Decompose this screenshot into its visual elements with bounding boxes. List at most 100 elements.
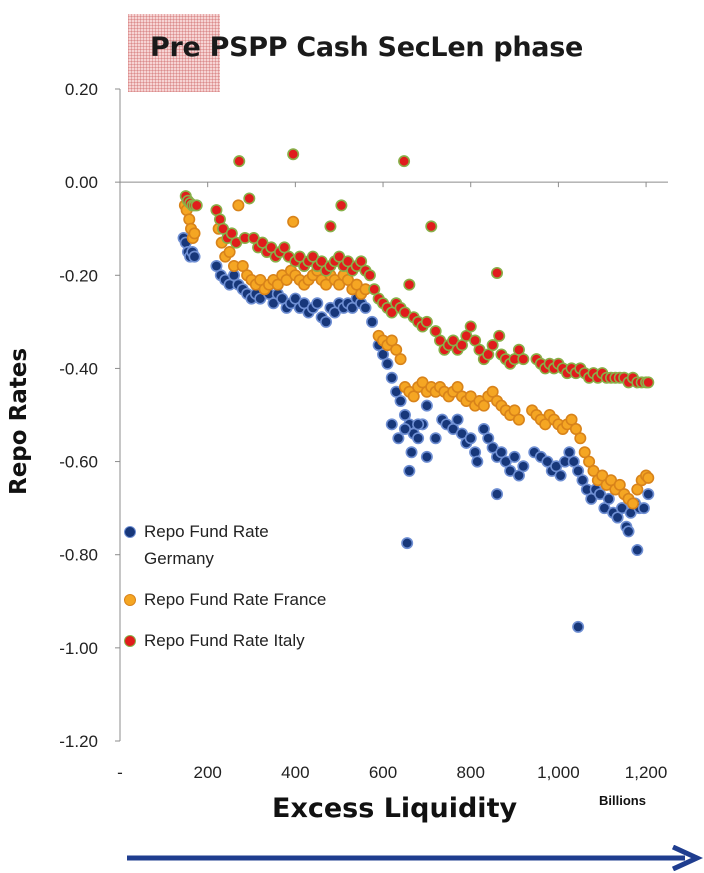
- data-point-repo-fund-rate-germany: [320, 315, 333, 328]
- data-point-repo-fund-rate-germany: [567, 455, 580, 468]
- data-point-repo-fund-rate-germany: [554, 469, 567, 482]
- data-point-repo-fund-rate-germany: [385, 418, 398, 431]
- data-point-repo-fund-rate-italy: [486, 339, 499, 352]
- data-point-repo-fund-rate-italy: [403, 278, 416, 291]
- data-point-repo-fund-rate-italy: [287, 148, 300, 161]
- chart-title: Pre PSPP Cash SecLen phase: [150, 32, 584, 63]
- data-point-repo-fund-rate-germany: [642, 488, 655, 501]
- data-point-repo-fund-rate-france: [407, 390, 420, 403]
- data-point-repo-fund-rate-france: [583, 455, 596, 468]
- y-tick-label: 0.20: [65, 80, 98, 99]
- data-point-repo-fund-rate-germany: [401, 537, 414, 550]
- y-tick-label: -0.60: [59, 453, 98, 472]
- data-point-repo-fund-rate-italy: [233, 155, 246, 168]
- y-tick-label: 0.00: [65, 173, 98, 192]
- data-point-repo-fund-rate-germany: [477, 422, 490, 435]
- data-point-repo-fund-rate-italy: [464, 320, 477, 333]
- data-point-repo-fund-rate-france: [451, 381, 464, 394]
- right-arrow-icon: [127, 845, 704, 871]
- data-point-repo-fund-rate-france: [565, 413, 578, 426]
- data-point-repo-fund-rate-france: [486, 385, 499, 398]
- x-tick-label: 800: [457, 763, 485, 782]
- x-axis-label: Excess Liquidity: [272, 793, 518, 824]
- data-point-repo-fund-rate-germany: [398, 422, 411, 435]
- y-tick-label: -1.00: [59, 639, 98, 658]
- data-point-repo-fund-rate-germany: [381, 357, 394, 370]
- x-tick-label: 1,200: [625, 763, 668, 782]
- x-tick-label: 600: [369, 763, 397, 782]
- data-point-repo-fund-rate-italy: [455, 339, 468, 352]
- data-point-repo-fund-rate-italy: [278, 241, 291, 254]
- data-point-repo-fund-rate-france: [626, 497, 639, 510]
- data-point-repo-fund-rate-italy: [420, 315, 433, 328]
- legend: Repo Fund Rate Germany Repo Fund Rate Fr…: [124, 518, 374, 668]
- data-point-repo-fund-rate-italy: [335, 199, 348, 212]
- data-point-repo-fund-rate-germany: [210, 259, 223, 272]
- legend-swatch-italy: [124, 635, 136, 647]
- legend-item-italy: Repo Fund Rate Italy: [124, 627, 374, 654]
- data-point-repo-fund-rate-france: [477, 399, 490, 412]
- legend-label-germany-line2: Germany: [144, 549, 214, 568]
- data-point-repo-fund-rate-germany: [394, 395, 407, 408]
- legend-label-france: Repo Fund Rate France: [144, 590, 327, 609]
- data-point-repo-fund-rate-germany: [572, 620, 585, 633]
- data-point-repo-fund-rate-italy: [642, 376, 655, 389]
- data-point-repo-fund-rate-germany: [563, 446, 576, 459]
- data-point-repo-fund-rate-france: [508, 404, 521, 417]
- data-point-repo-fund-rate-italy: [368, 283, 381, 296]
- data-point-repo-fund-rate-germany: [429, 432, 442, 445]
- data-point-repo-fund-rate-italy: [425, 220, 438, 233]
- data-point-repo-fund-rate-italy: [493, 329, 506, 342]
- data-point-repo-fund-rate-italy: [491, 266, 504, 279]
- data-point-repo-fund-rate-germany: [412, 432, 425, 445]
- x-tick-label: 200: [193, 763, 221, 782]
- data-point-repo-fund-rate-france: [574, 432, 587, 445]
- data-point-repo-fund-rate-germany: [392, 432, 405, 445]
- data-point-repo-fund-rate-italy: [469, 334, 482, 347]
- legend-swatch-france: [124, 594, 136, 606]
- x-tick-label: 400: [281, 763, 309, 782]
- data-point-repo-fund-rate-germany: [622, 525, 635, 538]
- data-point-repo-fund-rate-france: [390, 343, 403, 356]
- data-point-repo-fund-rate-germany: [412, 418, 425, 431]
- data-point-repo-fund-rate-germany: [491, 488, 504, 501]
- data-point-repo-fund-rate-italy: [190, 199, 203, 212]
- data-point-repo-fund-rate-germany: [464, 432, 477, 445]
- data-point-repo-fund-rate-germany: [311, 297, 324, 310]
- data-point-repo-fund-rate-germany: [512, 469, 525, 482]
- y-axis-label: Repo Rates: [6, 347, 32, 495]
- data-point-repo-fund-rate-france: [385, 334, 398, 347]
- y-tick-label: -0.20: [59, 266, 98, 285]
- data-point-repo-fund-rate-france: [394, 353, 407, 366]
- y-tick-label: -0.40: [59, 359, 98, 378]
- data-point-repo-fund-rate-france: [569, 422, 582, 435]
- data-point-repo-fund-rate-germany: [572, 464, 585, 477]
- data-point-repo-fund-rate-italy: [512, 343, 525, 356]
- data-point-repo-fund-rate-germany: [405, 446, 418, 459]
- legend-label-germany-line1: Repo Fund Rate: [144, 522, 269, 541]
- data-point-repo-fund-rate-italy: [355, 255, 368, 268]
- data-point-repo-fund-rate-germany: [366, 315, 379, 328]
- data-point-repo-fund-rate-germany: [359, 301, 372, 314]
- data-point-repo-fund-rate-germany: [508, 450, 521, 463]
- data-point-repo-fund-rate-germany: [403, 464, 416, 477]
- data-point-repo-fund-rate-germany: [420, 450, 433, 463]
- data-point-repo-fund-rate-germany: [385, 371, 398, 384]
- data-point-repo-fund-rate-germany: [420, 399, 433, 412]
- data-point-repo-fund-rate-italy: [398, 155, 411, 168]
- legend-swatch-germany: [124, 526, 136, 538]
- data-point-repo-fund-rate-italy: [324, 220, 337, 233]
- y-tick-label: -1.20: [59, 732, 98, 751]
- data-point-repo-fund-rate-germany: [631, 544, 644, 557]
- data-point-repo-fund-rate-germany: [471, 455, 484, 468]
- data-point-repo-fund-rate-france: [188, 227, 201, 240]
- data-point-repo-fund-rate-germany: [576, 474, 589, 487]
- legend-item-germany: Repo Fund Rate Germany: [124, 518, 374, 572]
- data-point-repo-fund-rate-italy: [243, 192, 256, 205]
- data-point-repo-fund-rate-france: [512, 413, 525, 426]
- data-point-repo-fund-rate-france: [578, 446, 591, 459]
- data-point-repo-fund-rate-germany: [495, 446, 508, 459]
- data-point-repo-fund-rate-italy: [225, 227, 238, 240]
